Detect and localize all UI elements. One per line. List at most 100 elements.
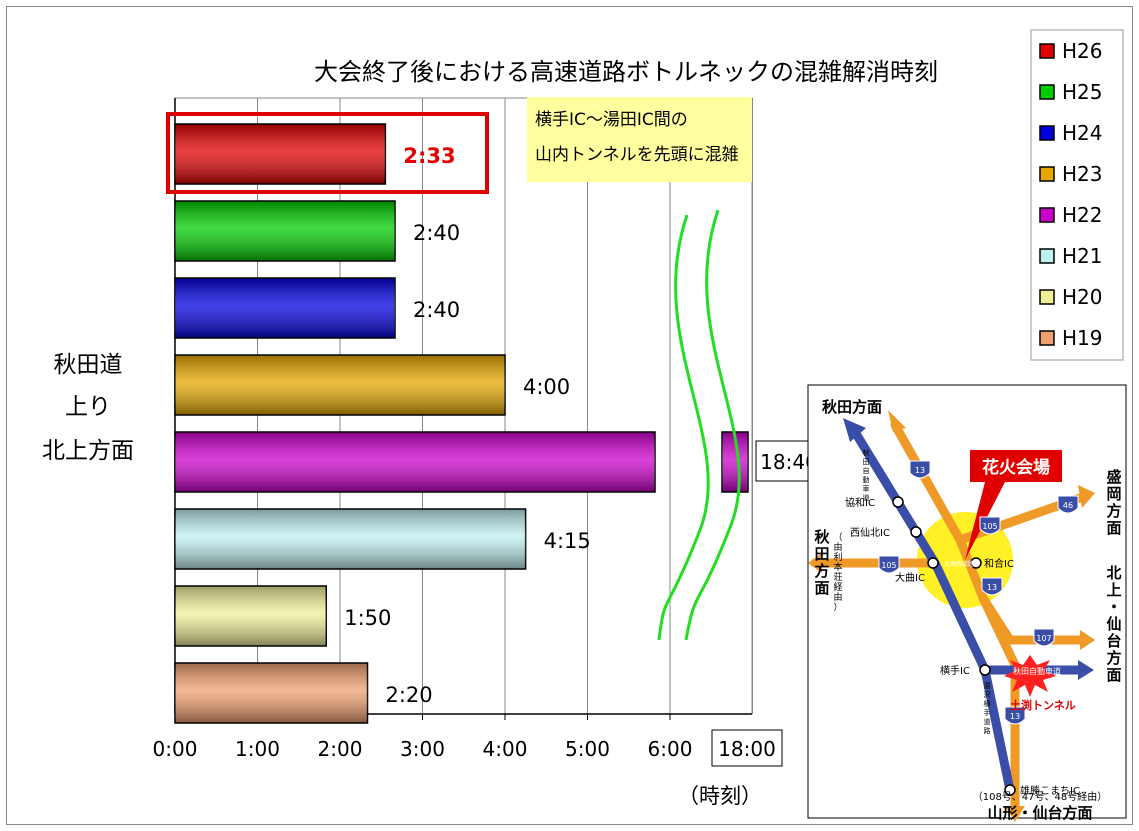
arrow-yamagata bbox=[1005, 806, 1025, 822]
tunnel-burst-icon bbox=[1004, 655, 1056, 697]
expressway-label-vertical: 秋 bbox=[863, 448, 870, 457]
omagari-ic-label: 大曲IC bbox=[895, 571, 925, 584]
x-tick-label: 3:00 bbox=[400, 737, 445, 761]
x-tick-label: 1:00 bbox=[235, 737, 280, 761]
value-label-H24: 2:40 bbox=[413, 298, 460, 322]
yokote-ic-node bbox=[979, 664, 991, 676]
map-label-akita-west: 秋 bbox=[814, 528, 830, 546]
route-number: 105 bbox=[982, 522, 997, 531]
bar-shade bbox=[175, 124, 386, 184]
map-label-kitakami: ・ bbox=[1106, 598, 1121, 616]
legend-label-H22: H22 bbox=[1062, 203, 1103, 227]
legend: H26 H25 H24 H23 H22 H21 H20 H19 bbox=[1030, 29, 1124, 361]
legend-swatch-H26 bbox=[1039, 43, 1055, 59]
wago-ic-label: 和合IC bbox=[984, 557, 1014, 570]
expressway-label-vertical: 車 bbox=[863, 484, 870, 493]
route-number: 105 bbox=[881, 561, 896, 570]
route-shield-icon bbox=[1004, 706, 1026, 725]
venue-label: 花火会場 bbox=[982, 457, 1050, 478]
yuzawa-road-label: 湯 bbox=[984, 681, 991, 690]
axis-break-line-right bbox=[684, 209, 741, 641]
map-label-morioka: 方 bbox=[1106, 502, 1121, 520]
map-label-morioka: 岡 bbox=[1106, 485, 1121, 503]
note-line2: 山内トンネルを先頭に混雑 bbox=[535, 145, 739, 165]
route-107-east bbox=[978, 593, 1085, 645]
route-number: 107 bbox=[1036, 634, 1051, 643]
map-label-kitakami: 方 bbox=[1106, 649, 1121, 667]
category-label-line3: 北上方面 bbox=[42, 438, 134, 464]
legend-label-H24: H24 bbox=[1062, 121, 1103, 145]
value-label-H19: 2:20 bbox=[385, 683, 432, 707]
x-axis-label: （時刻） bbox=[678, 784, 762, 808]
expressway-label-vertical: 田 bbox=[863, 458, 870, 466]
map-label-akita-north: 秋田方面 bbox=[822, 398, 882, 416]
bar-shade bbox=[175, 586, 327, 646]
yuzawa-ic-node bbox=[1004, 784, 1016, 796]
x-tick-label: 4:00 bbox=[483, 737, 528, 761]
legend-swatch-H19 bbox=[1039, 330, 1055, 346]
kyowa-ic-label: 協和IC bbox=[845, 496, 875, 509]
route-shield-icon bbox=[878, 555, 900, 574]
legend-swatch-H20 bbox=[1039, 289, 1055, 305]
value-label-H26: 2:33 bbox=[403, 144, 455, 168]
arrow-north-blue bbox=[843, 418, 866, 442]
map-label-akita-west-sub: 荘 bbox=[833, 572, 842, 583]
map-label-akita-west: 田 bbox=[814, 545, 829, 563]
legend-swatch-H21 bbox=[1039, 248, 1055, 264]
expressway-label-vertical: 自 bbox=[863, 466, 870, 475]
map-label-akita-west-sub: 本 bbox=[833, 561, 842, 573]
value-label-H23: 4:00 bbox=[523, 375, 570, 399]
bar-shade bbox=[175, 355, 505, 415]
category-label-line2: 上り bbox=[65, 394, 111, 420]
axis-break-line-left bbox=[657, 214, 710, 641]
legend-label-H26: H26 bbox=[1062, 39, 1103, 63]
tick-break-box bbox=[711, 729, 783, 767]
expressway-label-vertical: 道 bbox=[863, 493, 870, 502]
route-shield-icon bbox=[1057, 495, 1079, 514]
legend-label-H25: H25 bbox=[1062, 80, 1103, 104]
map-label-yamagata: 山形・仙台方面 bbox=[987, 804, 1092, 822]
yuzawa-road-label: 道 bbox=[984, 717, 991, 726]
nishisenboku-ic-label: 西仙北IC bbox=[850, 526, 890, 539]
plot-area: 0:00 1:00 2:00 3:00 4:00 5:00 6:00 bbox=[153, 97, 753, 761]
yuzawa-ic-label: 雄勝こまちIC bbox=[1020, 784, 1080, 797]
figure-frame bbox=[6, 6, 1133, 825]
note-box bbox=[527, 97, 752, 182]
legend-swatch-H22 bbox=[1039, 207, 1055, 223]
arrow-kitakami bbox=[1080, 630, 1095, 650]
expressway-label-east: 秋田自動車道 bbox=[1013, 666, 1061, 676]
map-label-akita-west-sub: ） bbox=[833, 602, 842, 613]
map-label-akita-west-sub: （ bbox=[833, 532, 842, 543]
value-label-H25: 2:40 bbox=[413, 221, 460, 245]
tick-break-label: 18:00 bbox=[718, 737, 776, 761]
route-number: 13 bbox=[987, 583, 997, 592]
map-label-kitakami: 仙 bbox=[1106, 615, 1121, 633]
legend-label-H20: H20 bbox=[1062, 285, 1103, 309]
legend-label-H21: H21 bbox=[1062, 244, 1103, 268]
yuzawa-road-label: 横 bbox=[984, 699, 991, 708]
yuzawa-road-label: 手 bbox=[984, 708, 991, 717]
arrow-east-blue bbox=[1078, 660, 1094, 680]
value-label-H20: 1:50 bbox=[344, 606, 391, 630]
x-tick-label: 5:00 bbox=[565, 737, 610, 761]
map-label-morioka: 面 bbox=[1106, 519, 1121, 537]
map-label-kitakami: 北 bbox=[1106, 564, 1121, 582]
map-label-akita-west-sub: 経 bbox=[833, 581, 842, 593]
arrow-north-orange bbox=[888, 410, 906, 432]
map-label-akita-west: 方 bbox=[814, 562, 829, 580]
omagari-ic-node bbox=[927, 557, 939, 569]
map-label-morioka: 盛 bbox=[1106, 468, 1121, 486]
bar-shade bbox=[175, 201, 396, 261]
note-line1: 横手IC〜湯田IC間の bbox=[535, 110, 688, 130]
bar-shade bbox=[175, 663, 368, 723]
map-label-kitakami: 面 bbox=[1106, 666, 1121, 684]
map-label-kitakami: 上 bbox=[1106, 581, 1121, 599]
map-label-akita-west-sub: 利 bbox=[833, 551, 842, 563]
yokote-ic-label: 横手IC bbox=[940, 664, 970, 677]
bar-shade bbox=[175, 278, 396, 338]
legend-swatch-H25 bbox=[1039, 84, 1055, 100]
highlight-box bbox=[166, 112, 489, 194]
kyowa-ic-node bbox=[892, 496, 904, 508]
